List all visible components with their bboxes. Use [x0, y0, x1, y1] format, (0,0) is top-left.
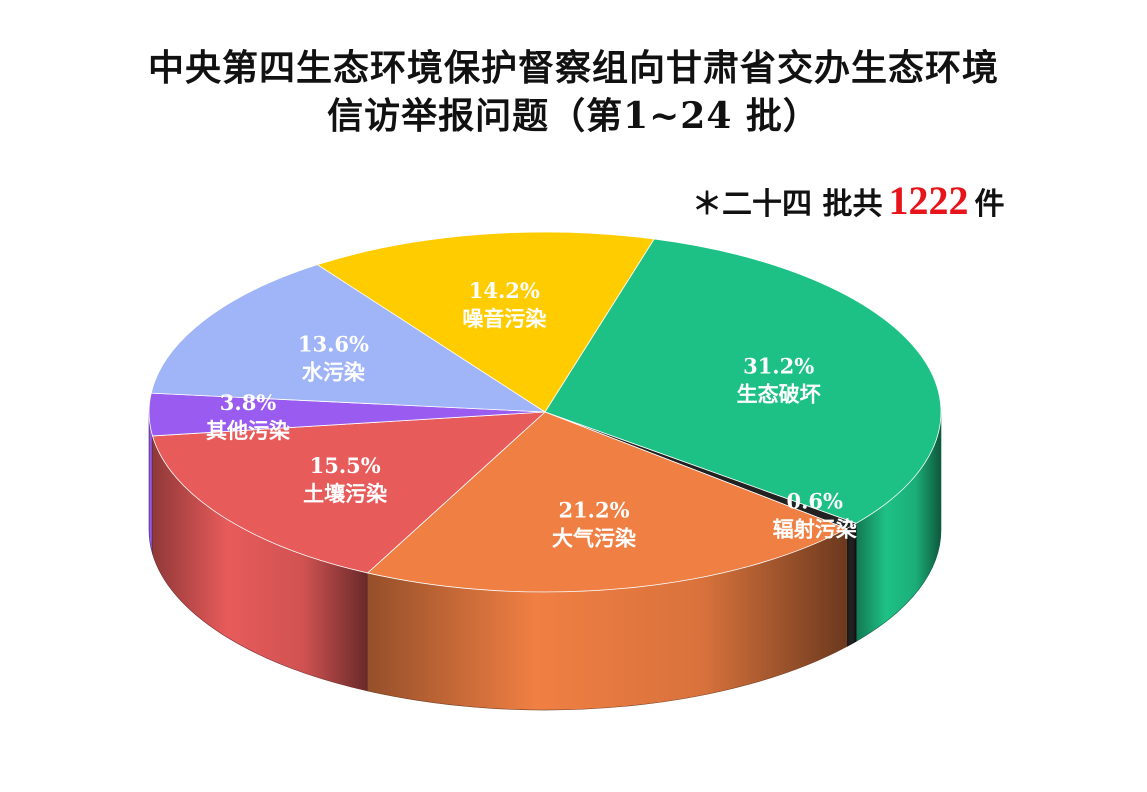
pie-slice-3 [366, 411, 848, 593]
pie-slice-1 [544, 238, 942, 524]
total-summary: ＊二十四 批共 1222 件 [692, 176, 1004, 230]
slice-percent-label: 15.5% [310, 453, 381, 478]
slice-percent-label: 0.6% [786, 488, 843, 513]
chart-title-line-1: 中央第四生态环境保护督察组向甘肃省交办生态环境 [147, 47, 999, 89]
slice-category-label: 噪音污染 [462, 306, 546, 331]
slice-category-label: 其他污染 [206, 418, 290, 443]
pie-side-2 [846, 522, 857, 648]
pie-slice-6 [150, 264, 547, 413]
chart-title-line-2: 信访举报问题（第1~24 批） [327, 95, 820, 137]
slice-category-label: 水污染 [302, 359, 365, 384]
slice-percent-label: 31.2% [743, 354, 814, 379]
slice-category-label: 辐射污染 [773, 516, 857, 541]
slice-category-label: 大气污染 [552, 525, 636, 550]
summary-suffix: 件 [974, 187, 1005, 222]
slice-percent-label: 21.2% [558, 497, 629, 522]
pie-tops [148, 231, 942, 593]
pie-sides [148, 411, 942, 711]
slice-category-label: 土壤污染 [303, 481, 387, 506]
summary-count: 1222 [888, 178, 969, 223]
slice-percent-label: 14.2% [469, 278, 540, 303]
pie-slice-7 [316, 231, 655, 413]
pie-slice-4 [151, 411, 547, 574]
summary-prefix: ＊二十四 批共 [692, 187, 883, 222]
slice-percent-label: 3.8% [220, 390, 277, 415]
slice-category-label: 生态破坏 [737, 382, 821, 407]
slice-percent-label: 13.6% [298, 331, 369, 356]
pie-labels: 31.2% 生态破坏 0.6% 辐射污染 21.2% 大气污染 15.5% 土壤污染 3.8% 其… [206, 278, 857, 550]
